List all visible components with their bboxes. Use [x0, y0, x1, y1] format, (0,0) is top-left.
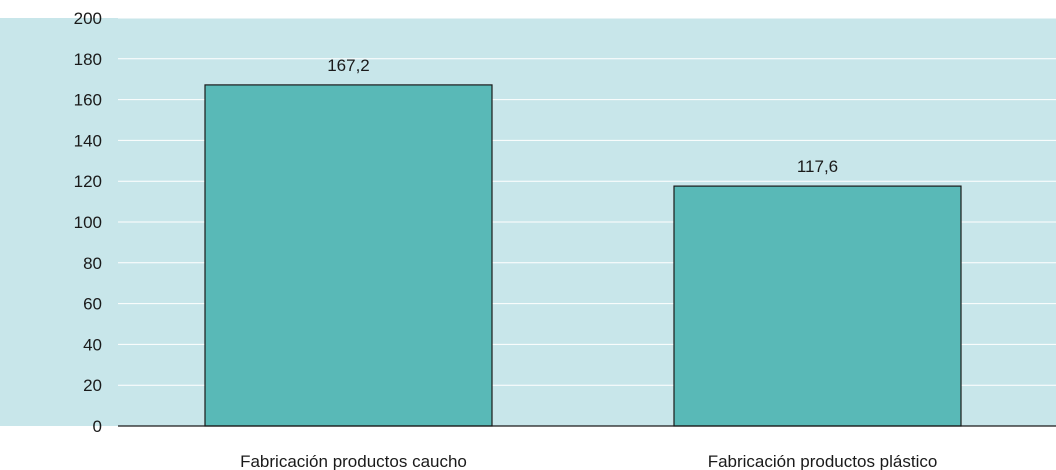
category-labels: Fabricación productos caucho Fabricación …: [240, 452, 937, 470]
bar: [204, 84, 493, 427]
category-label: Fabricación productos plástico: [708, 452, 938, 470]
y-tick-label: 120: [74, 172, 102, 191]
y-tick-label: 80: [83, 254, 102, 273]
y-tick-label: 100: [74, 213, 102, 232]
y-tick-label: 180: [74, 50, 102, 69]
bar: [673, 185, 962, 427]
y-tick-label: 200: [74, 9, 102, 28]
bar-value-label: 117,6: [797, 157, 838, 176]
y-tick-label: 60: [83, 295, 102, 314]
bars: [204, 84, 962, 427]
y-tick-label: 140: [74, 131, 102, 150]
bar-value-label: 167,2: [327, 56, 370, 75]
y-tick-label: 0: [93, 417, 102, 436]
y-tick-label: 40: [83, 335, 102, 354]
y-tick-label: 160: [74, 91, 102, 110]
y-tick-label: 20: [83, 376, 102, 395]
data-labels: 167,2 117,6: [327, 56, 838, 176]
category-label: Fabricación productos caucho: [240, 452, 467, 470]
y-tick-labels: 0 20 40 60 80 100 120 140 160 180 200: [74, 9, 102, 436]
